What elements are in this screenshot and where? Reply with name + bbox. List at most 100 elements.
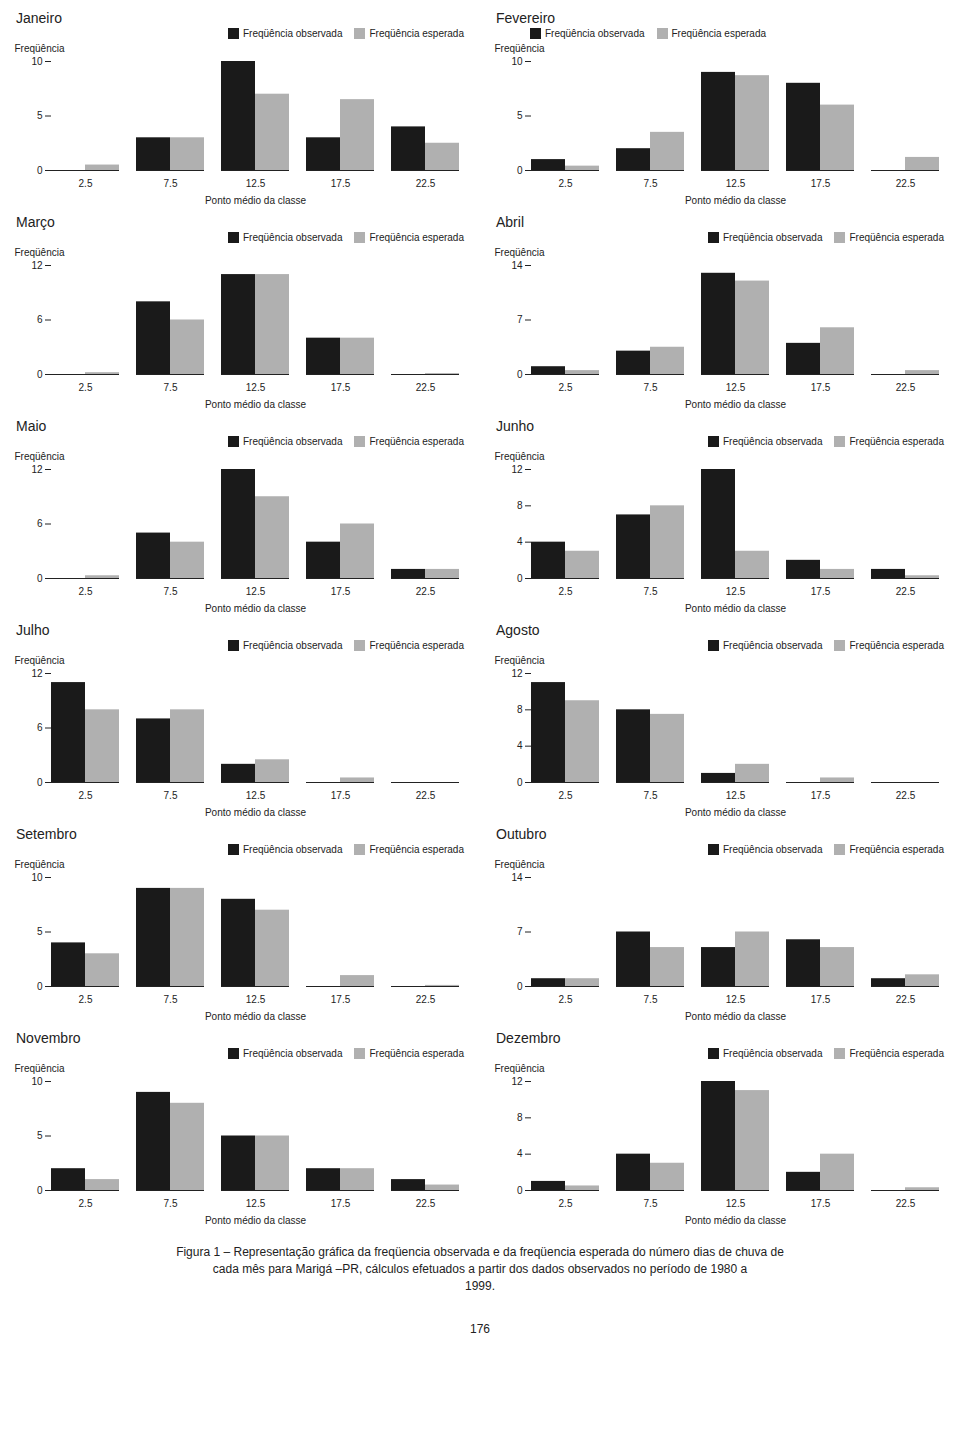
svg-text:5: 5 [37, 926, 43, 937]
svg-text:Freqüência: Freqüência [15, 655, 65, 666]
svg-text:0: 0 [517, 165, 523, 176]
svg-text:Freqüência: Freqüência [495, 1063, 545, 1074]
svg-text:Ponto médio da classe: Ponto médio da classe [685, 399, 787, 410]
svg-text:12.5: 12.5 [726, 586, 746, 597]
svg-text:12.5: 12.5 [246, 994, 266, 1005]
svg-text:8: 8 [517, 1112, 523, 1123]
svg-text:Ponto médio da classe: Ponto médio da classe [685, 807, 787, 818]
svg-text:17.5: 17.5 [331, 994, 351, 1005]
svg-text:17.5: 17.5 [811, 178, 831, 189]
svg-text:Freqüência: Freqüência [495, 451, 545, 462]
svg-text:22.5: 22.5 [896, 178, 916, 189]
svg-text:Freqüência: Freqüência [15, 247, 65, 258]
svg-text:17.5: 17.5 [811, 1198, 831, 1209]
svg-text:5: 5 [37, 1130, 43, 1141]
svg-text:7.5: 7.5 [164, 1198, 178, 1209]
svg-text:7: 7 [517, 926, 523, 937]
svg-text:12.5: 12.5 [726, 790, 746, 801]
svg-text:17.5: 17.5 [331, 382, 351, 393]
svg-text:8: 8 [517, 704, 523, 715]
svg-text:12: 12 [31, 260, 43, 271]
svg-text:10: 10 [31, 56, 43, 67]
svg-text:Ponto médio da classe: Ponto médio da classe [685, 1011, 787, 1022]
svg-text:7.5: 7.5 [644, 586, 658, 597]
svg-text:12: 12 [31, 668, 43, 679]
svg-text:Ponto médio da classe: Ponto médio da classe [205, 399, 307, 410]
svg-text:12: 12 [31, 464, 43, 475]
svg-text:22.5: 22.5 [896, 382, 916, 393]
svg-text:Freqüência: Freqüência [15, 859, 65, 870]
svg-text:7.5: 7.5 [164, 790, 178, 801]
svg-text:22.5: 22.5 [416, 994, 436, 1005]
svg-text:17.5: 17.5 [331, 790, 351, 801]
svg-text:Freqüência: Freqüência [15, 1063, 65, 1074]
svg-text:2.5: 2.5 [79, 1198, 93, 1209]
svg-text:22.5: 22.5 [416, 178, 436, 189]
svg-text:7.5: 7.5 [164, 382, 178, 393]
svg-text:14: 14 [511, 260, 523, 271]
svg-text:7.5: 7.5 [644, 178, 658, 189]
svg-text:8: 8 [517, 500, 523, 511]
svg-text:7.5: 7.5 [644, 790, 658, 801]
svg-text:2.5: 2.5 [79, 382, 93, 393]
svg-text:0: 0 [37, 777, 43, 788]
svg-text:17.5: 17.5 [811, 790, 831, 801]
svg-text:2.5: 2.5 [79, 790, 93, 801]
svg-text:17.5: 17.5 [811, 382, 831, 393]
svg-text:12: 12 [511, 668, 523, 679]
svg-text:17.5: 17.5 [331, 178, 351, 189]
svg-text:7.5: 7.5 [644, 994, 658, 1005]
svg-text:4: 4 [517, 1148, 523, 1159]
svg-text:2.5: 2.5 [559, 994, 573, 1005]
svg-text:0: 0 [37, 981, 43, 992]
svg-text:7.5: 7.5 [164, 178, 178, 189]
svg-text:17.5: 17.5 [331, 586, 351, 597]
svg-text:Ponto médio da classe: Ponto médio da classe [685, 603, 787, 614]
svg-text:14: 14 [511, 872, 523, 883]
svg-text:0: 0 [517, 777, 523, 788]
svg-text:17.5: 17.5 [811, 586, 831, 597]
svg-text:5: 5 [517, 110, 523, 121]
svg-text:Freqüência: Freqüência [495, 655, 545, 666]
svg-text:22.5: 22.5 [896, 586, 916, 597]
svg-text:0: 0 [517, 981, 523, 992]
svg-text:Freqüência: Freqüência [15, 451, 65, 462]
svg-text:22.5: 22.5 [896, 994, 916, 1005]
svg-text:0: 0 [517, 573, 523, 584]
svg-text:17.5: 17.5 [331, 1198, 351, 1209]
svg-text:22.5: 22.5 [896, 790, 916, 801]
svg-text:5: 5 [37, 110, 43, 121]
svg-text:0: 0 [517, 1185, 523, 1196]
svg-text:2.5: 2.5 [559, 790, 573, 801]
svg-text:Ponto médio da classe: Ponto médio da classe [205, 603, 307, 614]
svg-text:2.5: 2.5 [559, 382, 573, 393]
svg-text:2.5: 2.5 [79, 586, 93, 597]
svg-text:Freqüência: Freqüência [495, 43, 545, 54]
svg-text:22.5: 22.5 [416, 586, 436, 597]
svg-text:0: 0 [37, 573, 43, 584]
svg-text:6: 6 [37, 518, 43, 529]
svg-text:Ponto médio da classe: Ponto médio da classe [205, 1011, 307, 1022]
svg-text:2.5: 2.5 [559, 1198, 573, 1209]
svg-text:12.5: 12.5 [726, 1198, 746, 1209]
svg-text:22.5: 22.5 [896, 1198, 916, 1209]
svg-text:12.5: 12.5 [246, 1198, 266, 1209]
svg-text:10: 10 [31, 872, 43, 883]
svg-text:7.5: 7.5 [644, 382, 658, 393]
svg-text:Ponto médio da classe: Ponto médio da classe [205, 807, 307, 818]
svg-text:4: 4 [517, 740, 523, 751]
svg-text:0: 0 [517, 369, 523, 380]
svg-text:Ponto médio da classe: Ponto médio da classe [685, 1215, 787, 1226]
svg-text:7.5: 7.5 [164, 586, 178, 597]
svg-text:12.5: 12.5 [246, 790, 266, 801]
svg-text:7: 7 [517, 314, 523, 325]
svg-text:12.5: 12.5 [726, 178, 746, 189]
svg-text:12.5: 12.5 [246, 586, 266, 597]
svg-text:12: 12 [511, 1076, 523, 1087]
svg-text:Ponto médio da classe: Ponto médio da classe [685, 195, 787, 206]
svg-text:22.5: 22.5 [416, 1198, 436, 1209]
svg-text:Freqüência: Freqüência [495, 247, 545, 258]
svg-text:0: 0 [37, 1185, 43, 1196]
svg-text:Freqüência: Freqüência [495, 859, 545, 870]
svg-text:6: 6 [37, 314, 43, 325]
